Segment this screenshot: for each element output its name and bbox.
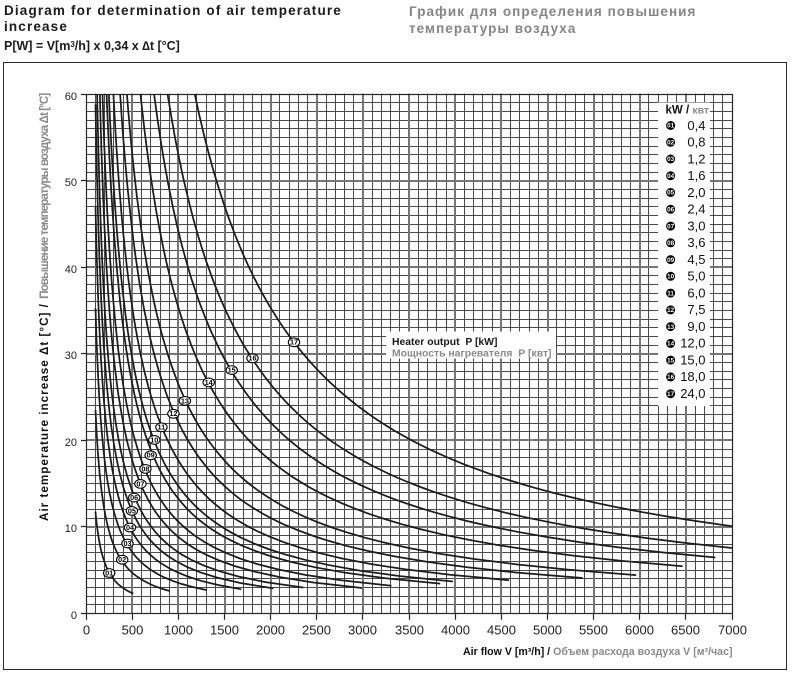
svg-text:17: 17 — [667, 391, 675, 398]
svg-text:04: 04 — [667, 173, 675, 180]
svg-text:12: 12 — [667, 307, 675, 314]
svg-text:10: 10 — [667, 274, 675, 281]
svg-text:50: 50 — [65, 177, 77, 189]
svg-text:12,0: 12,0 — [680, 336, 705, 351]
svg-text:Air flow V [m³/h] / Объем расх: Air flow V [m³/h] / Объем расхода воздух… — [463, 646, 732, 658]
svg-text:16: 16 — [667, 374, 675, 381]
svg-text:04: 04 — [126, 523, 135, 532]
svg-text:kW / квт: kW / квт — [666, 105, 710, 117]
svg-text:09: 09 — [667, 257, 675, 264]
svg-text:03: 03 — [123, 539, 131, 548]
svg-text:15,0: 15,0 — [680, 352, 705, 367]
svg-text:5,0: 5,0 — [687, 269, 705, 284]
svg-text:9,0: 9,0 — [687, 319, 705, 334]
svg-text:7000: 7000 — [718, 623, 747, 638]
svg-text:2,4: 2,4 — [687, 202, 705, 217]
svg-text:4000: 4000 — [441, 623, 470, 638]
svg-text:6500: 6500 — [671, 623, 700, 638]
svg-text:14: 14 — [205, 378, 214, 387]
svg-text:4500: 4500 — [487, 623, 516, 638]
svg-text:5500: 5500 — [579, 623, 608, 638]
svg-text:12: 12 — [169, 409, 177, 418]
svg-text:1,2: 1,2 — [687, 151, 705, 166]
svg-text:11: 11 — [158, 423, 166, 432]
svg-text:6,0: 6,0 — [687, 285, 705, 300]
svg-text:07: 07 — [667, 223, 675, 230]
svg-text:0: 0 — [71, 610, 77, 622]
svg-text:0,4: 0,4 — [687, 118, 705, 133]
svg-text:1,6: 1,6 — [687, 168, 705, 183]
svg-text:13: 13 — [667, 324, 675, 331]
svg-text:6000: 6000 — [625, 623, 654, 638]
svg-text:30: 30 — [65, 350, 77, 362]
svg-text:7,5: 7,5 — [687, 302, 705, 317]
svg-text:15: 15 — [667, 357, 675, 364]
svg-text:05: 05 — [667, 190, 675, 197]
svg-text:24,0: 24,0 — [680, 386, 705, 401]
svg-text:10: 10 — [65, 523, 77, 535]
svg-text:01: 01 — [667, 123, 675, 130]
svg-text:08: 08 — [141, 464, 149, 473]
svg-text:2000: 2000 — [256, 623, 285, 638]
svg-text:1000: 1000 — [164, 623, 193, 638]
svg-text:4,5: 4,5 — [687, 252, 705, 267]
svg-text:09: 09 — [147, 451, 155, 460]
svg-text:07: 07 — [136, 479, 144, 488]
svg-text:06: 06 — [130, 493, 138, 502]
svg-text:Air temperature increase Δt [°: Air temperature increase Δt [°C] / Повыш… — [38, 93, 51, 521]
svg-text:3,6: 3,6 — [687, 235, 705, 250]
svg-text:3500: 3500 — [395, 623, 424, 638]
svg-text:11: 11 — [667, 290, 674, 297]
svg-text:02: 02 — [118, 555, 126, 564]
svg-text:60: 60 — [65, 91, 77, 103]
svg-text:40: 40 — [65, 264, 77, 276]
svg-text:0: 0 — [83, 623, 90, 638]
svg-text:Мощность нагревателя Р [квт]: Мощность нагревателя Р [квт] — [392, 349, 552, 360]
svg-text:16: 16 — [248, 354, 256, 363]
svg-text:15: 15 — [228, 366, 236, 375]
svg-text:08: 08 — [667, 240, 675, 247]
svg-text:500: 500 — [122, 623, 144, 638]
svg-text:5000: 5000 — [533, 623, 562, 638]
svg-text:3000: 3000 — [348, 623, 377, 638]
svg-text:02: 02 — [667, 140, 675, 147]
svg-text:Heater output P [kW]: Heater output P [kW] — [392, 337, 497, 348]
svg-text:2,0: 2,0 — [687, 185, 705, 200]
svg-text:3,0: 3,0 — [687, 218, 705, 233]
svg-text:10: 10 — [150, 435, 158, 444]
svg-text:03: 03 — [667, 156, 675, 163]
svg-text:13: 13 — [181, 396, 189, 405]
svg-text:14: 14 — [667, 341, 675, 348]
svg-text:1500: 1500 — [210, 623, 239, 638]
svg-text:2500: 2500 — [302, 623, 331, 638]
svg-text:01: 01 — [105, 568, 113, 577]
svg-text:05: 05 — [128, 506, 136, 515]
svg-text:18,0: 18,0 — [680, 369, 705, 384]
svg-text:06: 06 — [667, 207, 675, 214]
svg-text:17: 17 — [290, 338, 298, 347]
svg-text:0,8: 0,8 — [687, 135, 705, 150]
svg-text:20: 20 — [65, 437, 77, 449]
